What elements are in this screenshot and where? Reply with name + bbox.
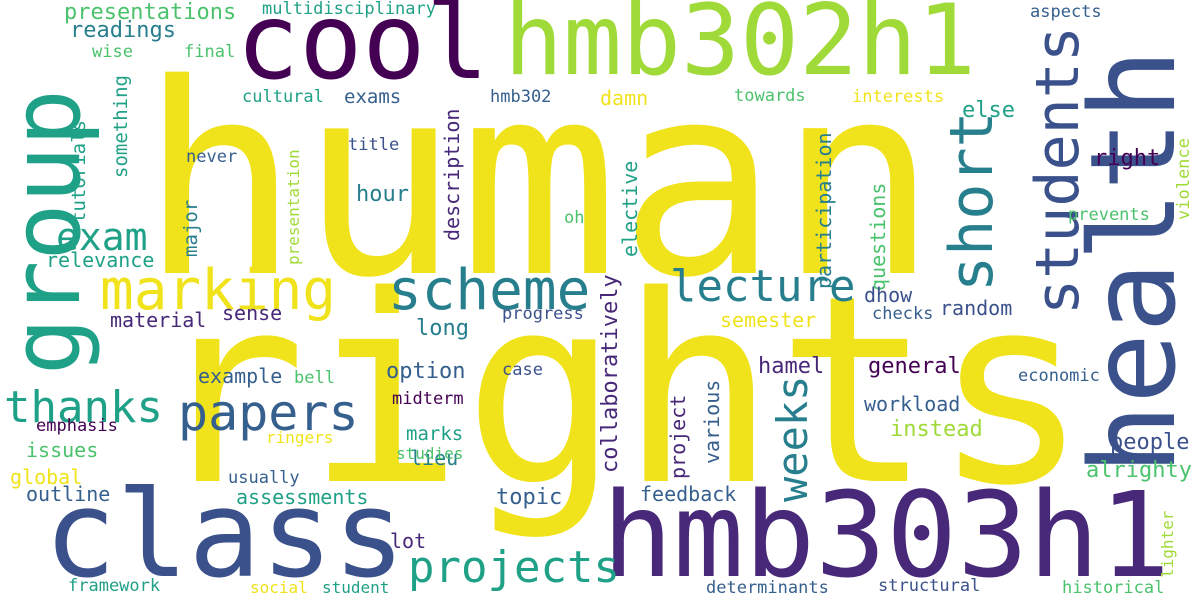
word-student: student [322, 578, 390, 597]
word-economic: economic [1018, 366, 1100, 386]
word-aspects: aspects [1030, 2, 1102, 22]
word-exam: exam [56, 215, 148, 259]
word-relevance: relevance [46, 248, 155, 272]
word-presentations: presentations [64, 0, 237, 25]
word-marks: marks [406, 423, 464, 445]
word-scheme: scheme [388, 258, 591, 323]
word-elective: elective [618, 160, 642, 257]
word-towards: towards [734, 86, 806, 106]
word-bell: bell [294, 368, 335, 388]
word-project: project [666, 394, 690, 479]
word-participation: participation [812, 132, 836, 289]
word-framework: framework [68, 576, 161, 596]
word-lot: lot [390, 529, 427, 553]
word-final: final [184, 42, 236, 62]
word-structural: structural [878, 576, 981, 596]
word-collaboratively: collaboratively [598, 274, 623, 473]
word-cool: cool [236, 0, 489, 103]
word-interests: interests [852, 87, 945, 107]
word-thanks: thanks [4, 382, 163, 433]
word-short: short [937, 111, 1007, 292]
word-title: title [348, 135, 400, 155]
word-dhow: dhow [864, 283, 913, 307]
word-else: else [962, 98, 1015, 123]
word-hmb303h1: hmb303h1 [602, 466, 1171, 600]
word-description: description [440, 108, 464, 241]
word-workload: workload [864, 392, 961, 416]
word-damn: damn [600, 86, 649, 110]
word-cultural: cultural [242, 87, 324, 107]
word-option: option [386, 359, 466, 384]
word-human: human [140, 28, 938, 336]
word-never: never [186, 147, 238, 167]
word-right: right [1094, 146, 1161, 171]
word-lighter: lighter [1158, 510, 1177, 578]
word-oh: oh [564, 208, 585, 228]
word-multidisciplinary: multidisciplinary [262, 0, 436, 19]
word-topic: topic [496, 485, 563, 510]
word-social: social [250, 578, 308, 597]
word-long: long [416, 316, 469, 341]
word-marking: marking [100, 258, 337, 323]
word-hmb302h1: hmb302h1 [504, 0, 977, 98]
word-class: class [44, 466, 406, 600]
word-hour: hour [356, 182, 409, 207]
word-historical: historical [1062, 578, 1165, 598]
word-instead: instead [890, 417, 983, 442]
word-usually: usually [228, 468, 300, 488]
word-something: something [110, 75, 132, 178]
word-papers: papers [178, 384, 359, 442]
word-major: major [180, 199, 202, 257]
word-violence: violence [1174, 138, 1194, 220]
word-various: various [700, 379, 724, 464]
word-checks: checks [872, 304, 934, 324]
word-sense: sense [222, 301, 283, 325]
word-tutorials: tutorials [68, 120, 90, 223]
word-determinants: determinants [706, 578, 829, 598]
word-rights: rights [150, 241, 1090, 543]
word-prevents: prevents [1068, 205, 1150, 225]
word-general: general [868, 354, 961, 379]
word-readings: readings [70, 18, 176, 43]
word-projects: projects [408, 542, 620, 593]
word-global: global [10, 465, 83, 489]
word-progress: progress [502, 304, 584, 324]
word-midterm: midterm [392, 389, 464, 409]
word-emphasis: emphasis [36, 416, 118, 436]
word-random: random [940, 296, 1013, 320]
word-semester: semester [720, 308, 817, 332]
word-example: example [198, 364, 283, 388]
word-ringers: ringers [266, 428, 334, 447]
word-hmb302: hmb302 [490, 87, 552, 107]
word-lecture: lecture [670, 261, 856, 312]
word-weeks: weeks [768, 375, 817, 502]
word-issues: issues [26, 438, 99, 462]
word-studies: studies [396, 444, 464, 463]
word-assessments: assessments [236, 485, 369, 509]
word-exams: exams [344, 86, 402, 108]
word-presentation: presentation [284, 149, 303, 265]
word-people: people [1110, 430, 1190, 455]
word-students: students [1023, 26, 1093, 315]
word-feedback: feedback [640, 482, 737, 506]
word-alrighty: alrighty [1086, 458, 1192, 483]
word-lieu: lieu [410, 446, 459, 470]
word-material: material [110, 308, 207, 332]
word-outline: outline [26, 482, 111, 506]
word-hamel: hamel [758, 354, 825, 379]
word-wise: wise [92, 42, 133, 62]
word-case: case [502, 360, 543, 380]
word-questions: questions [866, 182, 890, 291]
